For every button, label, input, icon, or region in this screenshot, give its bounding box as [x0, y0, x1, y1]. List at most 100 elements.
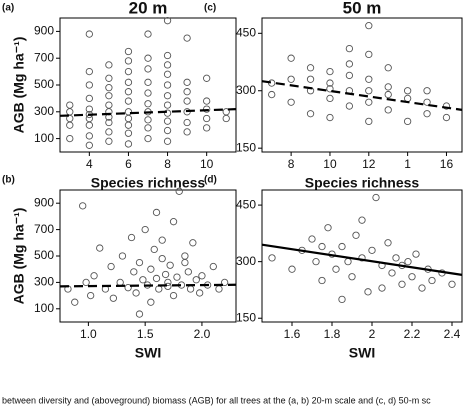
point	[124, 121, 133, 129]
point	[135, 258, 144, 267]
trend-line	[59, 108, 237, 117]
point	[107, 262, 115, 271]
y-tick-label: 100	[34, 301, 54, 315]
point	[365, 117, 373, 126]
point	[105, 137, 113, 145]
x-tick-label: 10	[200, 157, 214, 171]
point	[124, 78, 133, 86]
x-axis-label: SWI	[349, 345, 375, 361]
x-tick-label: 16	[440, 157, 454, 171]
point	[364, 288, 372, 296]
panel-label: (b)	[2, 175, 15, 186]
point	[155, 285, 163, 293]
y-tick-label: 700	[34, 50, 54, 64]
point	[365, 75, 373, 83]
point	[345, 102, 354, 110]
point	[163, 92, 172, 100]
point	[150, 245, 158, 254]
point	[163, 117, 172, 125]
point	[318, 242, 326, 251]
point	[338, 242, 346, 251]
point	[384, 106, 392, 114]
point	[124, 67, 133, 76]
point	[326, 113, 334, 122]
point	[306, 110, 315, 118]
point	[222, 108, 230, 116]
point	[152, 208, 161, 217]
point	[181, 252, 189, 260]
x-tick-label: 4	[86, 157, 93, 171]
point	[423, 87, 431, 95]
plot-frame	[261, 189, 463, 323]
point	[161, 270, 170, 279]
y-tick-label: 900	[34, 195, 54, 209]
y-tick-label: 500	[34, 248, 54, 262]
point	[132, 289, 140, 297]
y-axis-label: AGB (Mg ha⁻¹)	[11, 208, 27, 305]
point	[345, 44, 354, 53]
point	[203, 124, 211, 132]
point	[105, 92, 113, 100]
point	[403, 117, 412, 126]
point	[384, 239, 392, 247]
point	[124, 114, 133, 123]
point	[71, 298, 79, 306]
point	[147, 265, 155, 273]
panel-title: 20 m	[129, 0, 168, 17]
point	[287, 54, 295, 62]
point	[220, 278, 229, 287]
y-tick-label: 150	[236, 140, 256, 154]
y-tick-label: 450	[236, 25, 256, 39]
point	[163, 61, 172, 69]
point	[66, 108, 74, 116]
point	[324, 224, 332, 232]
trend-line	[261, 80, 463, 111]
x-tick-label: 2.2	[404, 327, 421, 341]
point	[306, 64, 315, 72]
point	[163, 81, 172, 89]
x-tick-label: 2.0	[194, 327, 211, 341]
panel-label: (c)	[204, 3, 216, 14]
point	[326, 79, 334, 87]
point	[198, 272, 206, 280]
point	[85, 94, 93, 103]
point	[144, 78, 152, 86]
point	[66, 134, 74, 143]
x-tick-label: 10	[323, 157, 337, 171]
point	[332, 265, 340, 273]
point	[348, 273, 356, 281]
point	[175, 187, 183, 195]
point	[85, 81, 93, 89]
point	[203, 114, 211, 123]
point	[85, 67, 93, 76]
point	[135, 310, 144, 318]
point	[358, 254, 366, 262]
point	[183, 78, 191, 86]
point	[423, 110, 431, 118]
point	[85, 141, 93, 149]
point	[124, 140, 133, 148]
point	[183, 118, 191, 127]
point	[163, 109, 172, 117]
point	[384, 64, 392, 72]
point	[365, 87, 373, 95]
point	[85, 121, 93, 129]
point	[173, 273, 181, 281]
point	[388, 269, 396, 277]
y-tick-label: 100	[34, 131, 54, 145]
point	[306, 75, 315, 83]
panel-label: (d)	[204, 175, 217, 186]
point	[326, 85, 334, 93]
point	[203, 97, 211, 105]
point	[164, 278, 172, 287]
point	[288, 265, 296, 273]
point	[158, 254, 166, 263]
y-tick-label: 300	[236, 254, 256, 268]
y-tick-label: 300	[34, 275, 54, 289]
point	[118, 252, 127, 260]
point	[365, 50, 373, 59]
point	[268, 254, 276, 262]
point	[372, 193, 380, 202]
x-tick-label: 1.8	[324, 327, 341, 341]
point	[144, 134, 152, 143]
